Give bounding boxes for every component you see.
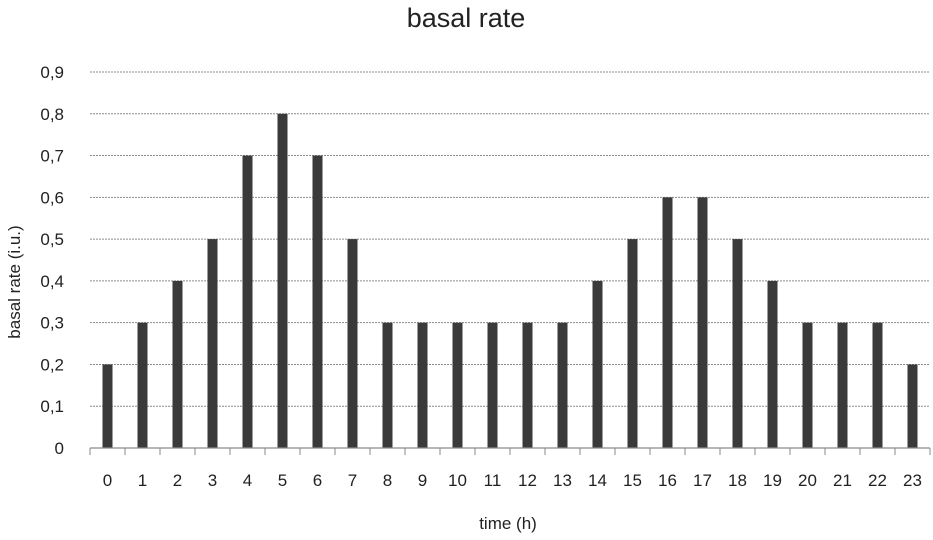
x-tick-label: 11 bbox=[484, 471, 502, 490]
bar-hour-4 bbox=[242, 155, 253, 449]
bar-hour-7 bbox=[347, 239, 358, 448]
bar-hour-6 bbox=[312, 155, 323, 449]
x-tick-label: 20 bbox=[798, 471, 817, 490]
y-tick-label: 0,2 bbox=[40, 355, 64, 374]
bar-hour-2 bbox=[172, 280, 183, 448]
x-axis bbox=[89, 447, 931, 455]
x-tick-label: 10 bbox=[448, 471, 467, 490]
x-tick-label: 23 bbox=[903, 471, 922, 490]
bar-hour-10 bbox=[452, 322, 463, 448]
gridlines bbox=[90, 71, 930, 407]
bar-hour-15 bbox=[627, 239, 638, 448]
x-tick-label: 21 bbox=[833, 471, 852, 490]
y-tick-labels: 0 0,1 0,2 0,3 0,4 0,5 0,6 0,7 0,8 0,9 bbox=[40, 63, 64, 458]
x-tick-label: 16 bbox=[658, 471, 677, 490]
bar-hour-22 bbox=[872, 322, 883, 448]
bar-hour-1 bbox=[137, 322, 148, 448]
bar-hour-14 bbox=[592, 280, 603, 448]
x-tick-label: 0 bbox=[103, 471, 112, 490]
x-tick-label: 7 bbox=[348, 471, 357, 490]
x-tick-label: 14 bbox=[588, 471, 607, 490]
y-tick-label: 0,7 bbox=[40, 147, 64, 166]
y-tick-label: 0,5 bbox=[40, 230, 64, 249]
y-axis-title: basal rate (i.u.) bbox=[5, 225, 24, 338]
bar-hour-3 bbox=[207, 239, 218, 448]
bar-hour-5 bbox=[277, 113, 288, 449]
y-tick-label: 0,4 bbox=[40, 272, 64, 291]
x-tick-label: 19 bbox=[763, 471, 782, 490]
bar-hour-23 bbox=[907, 364, 918, 448]
x-tick-label: 8 bbox=[383, 471, 392, 490]
x-tick-label: 18 bbox=[728, 471, 747, 490]
y-tick-label: 0 bbox=[55, 439, 64, 458]
x-axis-title: time (h) bbox=[479, 514, 537, 533]
bar-hour-11 bbox=[487, 322, 498, 448]
x-tick-labels: 0 1 2 3 4 5 6 7 8 9 10 11 12 13 14 15 16 17 18 19 20 21 22 23 bbox=[103, 471, 922, 490]
bar-hour-19 bbox=[767, 280, 778, 448]
bar-hour-20 bbox=[802, 322, 813, 448]
x-tick-label: 2 bbox=[173, 471, 182, 490]
bar-hour-18 bbox=[732, 239, 743, 448]
x-tick-label: 13 bbox=[553, 471, 572, 490]
x-tick-label: 4 bbox=[243, 471, 252, 490]
y-tick-label: 0,8 bbox=[40, 105, 64, 124]
bar-hour-21 bbox=[837, 322, 848, 448]
x-tick-label: 12 bbox=[518, 471, 537, 490]
x-tick-label: 5 bbox=[278, 471, 287, 490]
x-tick-label: 17 bbox=[693, 471, 712, 490]
x-tick-label: 15 bbox=[623, 471, 642, 490]
x-tick-label: 22 bbox=[868, 471, 887, 490]
bar-hour-8 bbox=[382, 322, 393, 448]
bar-hour-13 bbox=[557, 322, 568, 448]
bar-hour-9 bbox=[417, 322, 428, 448]
bar-hour-12 bbox=[522, 322, 533, 448]
bar-hour-0 bbox=[102, 364, 113, 448]
bar-hour-17 bbox=[697, 197, 708, 448]
y-tick-label: 0,1 bbox=[40, 397, 64, 416]
y-tick-label: 0,9 bbox=[40, 63, 64, 82]
x-tick-label: 1 bbox=[138, 471, 147, 490]
x-tick-label: 6 bbox=[313, 471, 322, 490]
bars bbox=[102, 113, 918, 449]
chart-title: basal rate bbox=[407, 3, 526, 33]
y-tick-label: 0,3 bbox=[40, 314, 64, 333]
x-tick-label: 9 bbox=[418, 471, 427, 490]
x-tick-label: 3 bbox=[208, 471, 217, 490]
bar-hour-16 bbox=[662, 197, 673, 448]
y-tick-label: 0,6 bbox=[40, 188, 64, 207]
